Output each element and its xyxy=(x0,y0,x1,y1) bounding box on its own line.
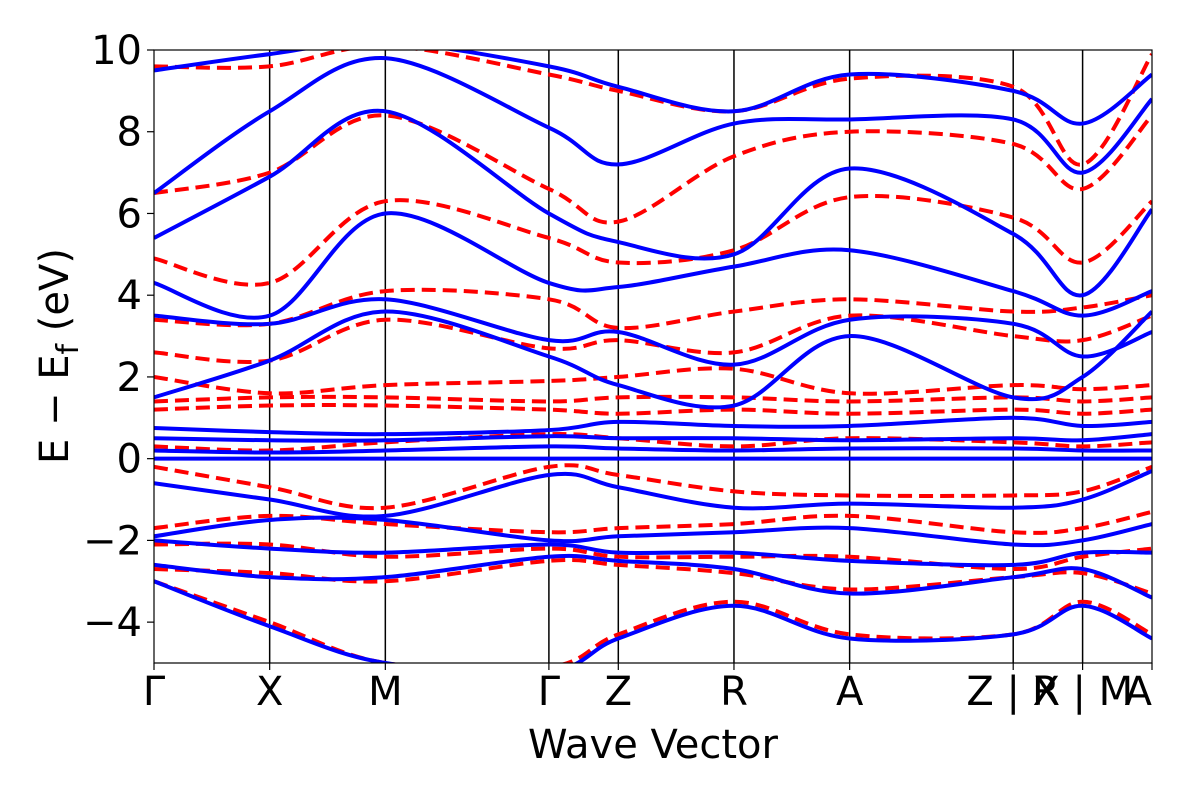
x-tick-label: R xyxy=(720,669,748,715)
band-line-solid xyxy=(154,432,1152,443)
y-tick-label: −4 xyxy=(83,600,142,646)
y-axis: −4 −2 0 2 4 6 8 10 xyxy=(83,28,154,646)
band-line-dashed xyxy=(154,113,1152,225)
band-line-solid xyxy=(154,579,1152,663)
band-line-dashed xyxy=(154,193,1152,287)
x-tick-label: M xyxy=(368,669,403,715)
band-line-solid xyxy=(154,469,1152,519)
x-tick-label: Γ xyxy=(538,669,561,715)
band-line-dashed xyxy=(154,541,1152,572)
y-axis-title: E − Ef (eV) xyxy=(32,248,86,464)
band-line-dashed xyxy=(154,509,1152,535)
band-line-solid xyxy=(154,56,1152,195)
y-tick-label: 0 xyxy=(117,437,142,483)
x-axis-title: Wave Vector xyxy=(528,722,779,768)
y-tick-label: 8 xyxy=(117,110,142,156)
band-line-solid xyxy=(154,50,1152,126)
bands-layer xyxy=(154,50,1152,663)
y-tick-label: 4 xyxy=(117,273,142,319)
band-line-dashed xyxy=(154,463,1152,511)
band-line-solid xyxy=(154,444,1152,455)
x-tick-label: A xyxy=(1125,669,1153,715)
x-tick-label: R | M xyxy=(1032,669,1133,715)
y-tick-label: 6 xyxy=(117,191,142,237)
y-tick-label: −2 xyxy=(83,518,142,564)
y-tick-label: 10 xyxy=(91,28,142,74)
x-tick-label: X xyxy=(256,669,283,715)
y-tick-label: 2 xyxy=(117,355,142,401)
band-line-dashed xyxy=(154,50,1152,167)
high-symmetry-lines xyxy=(268,50,1084,663)
band-line-solid xyxy=(154,108,1152,298)
band-line-solid xyxy=(154,297,1152,367)
x-tick-label: Γ xyxy=(143,669,166,715)
x-tick-label: Z xyxy=(605,669,632,715)
plot-frame xyxy=(153,49,1153,664)
band-line-solid xyxy=(154,553,1152,600)
band-line-solid xyxy=(154,415,1152,437)
x-tick-label: Z | X xyxy=(966,669,1060,715)
band-line-solid xyxy=(154,211,1152,320)
band-line-solid xyxy=(154,309,1152,410)
x-tick-label: A xyxy=(836,669,864,715)
band-line-solid xyxy=(154,515,1152,548)
band-line-solid xyxy=(154,538,1152,568)
band-line-dashed xyxy=(154,403,1152,416)
band-line-dashed xyxy=(154,366,1152,396)
band-line-dashed xyxy=(154,432,1152,453)
